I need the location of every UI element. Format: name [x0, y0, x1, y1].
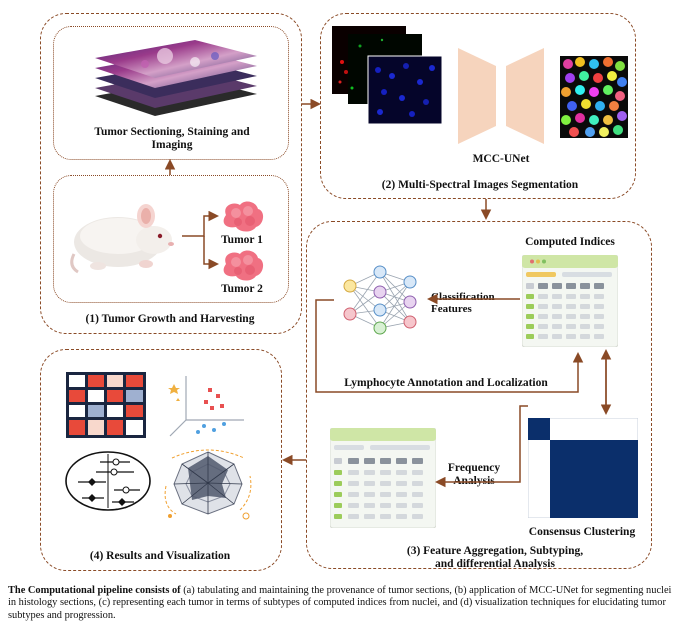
panel-3-title-line2: and differential Analysis	[435, 558, 555, 570]
consensus-clustering-matrix	[528, 418, 638, 518]
lymphocyte-label: Lymphocyte Annotation and Localization	[344, 377, 548, 389]
harvest-box	[53, 175, 289, 303]
panel-tumor-growth	[40, 13, 302, 334]
tumor-1-label: Tumor 1	[221, 234, 263, 246]
caption-body: (a) tabulating and maintaining the prove…	[8, 585, 672, 621]
computed-indices-label: Computed Indices	[525, 236, 615, 248]
sectioning-label: Tumor Sectioning, Staining and Imaging	[94, 126, 250, 151]
classification-features-label: Classification Features	[431, 291, 495, 315]
panel-feature-aggregation	[306, 221, 652, 569]
figure-caption: The Computational pipeline consists of (…	[8, 585, 672, 622]
tumor-2-label: Tumor 2	[221, 283, 263, 295]
panel-results	[40, 349, 282, 571]
panel-4-title: (4) Results and Visualization	[89, 550, 231, 562]
frequency-analysis-label: Frequency Analysis	[447, 462, 501, 487]
frequency-table	[330, 428, 436, 528]
mcc-unet-diagram	[458, 48, 544, 144]
multispectral-images	[332, 26, 443, 125]
scatter-plot-icon	[168, 376, 244, 437]
panel-1-title: (1) Tumor Growth and Harvesting	[85, 313, 255, 325]
segmentation-output	[560, 56, 628, 138]
consensus-clustering-label: Consensus Clustering	[528, 526, 636, 538]
computed-indices-table	[522, 255, 618, 347]
mcc-unet-label: MCC-UNet	[472, 153, 530, 165]
panel-3-title-line1: (3) Feature Aggregation, Subtyping,	[406, 545, 584, 557]
panel-2-title: (2) Multi-Spectral Images Segmentation	[381, 179, 579, 191]
mouse-image	[70, 204, 174, 274]
tissue-slides-stack	[95, 40, 257, 116]
forest-plot-icon	[65, 451, 151, 511]
tumor-2-image	[223, 250, 264, 281]
radar-chart-icon	[164, 449, 252, 520]
caption-lead: The Computational pipeline consists of	[8, 585, 181, 596]
heatmap-icon	[66, 372, 146, 438]
tumor-1-image	[223, 201, 264, 232]
neural-network-icon	[343, 265, 417, 335]
